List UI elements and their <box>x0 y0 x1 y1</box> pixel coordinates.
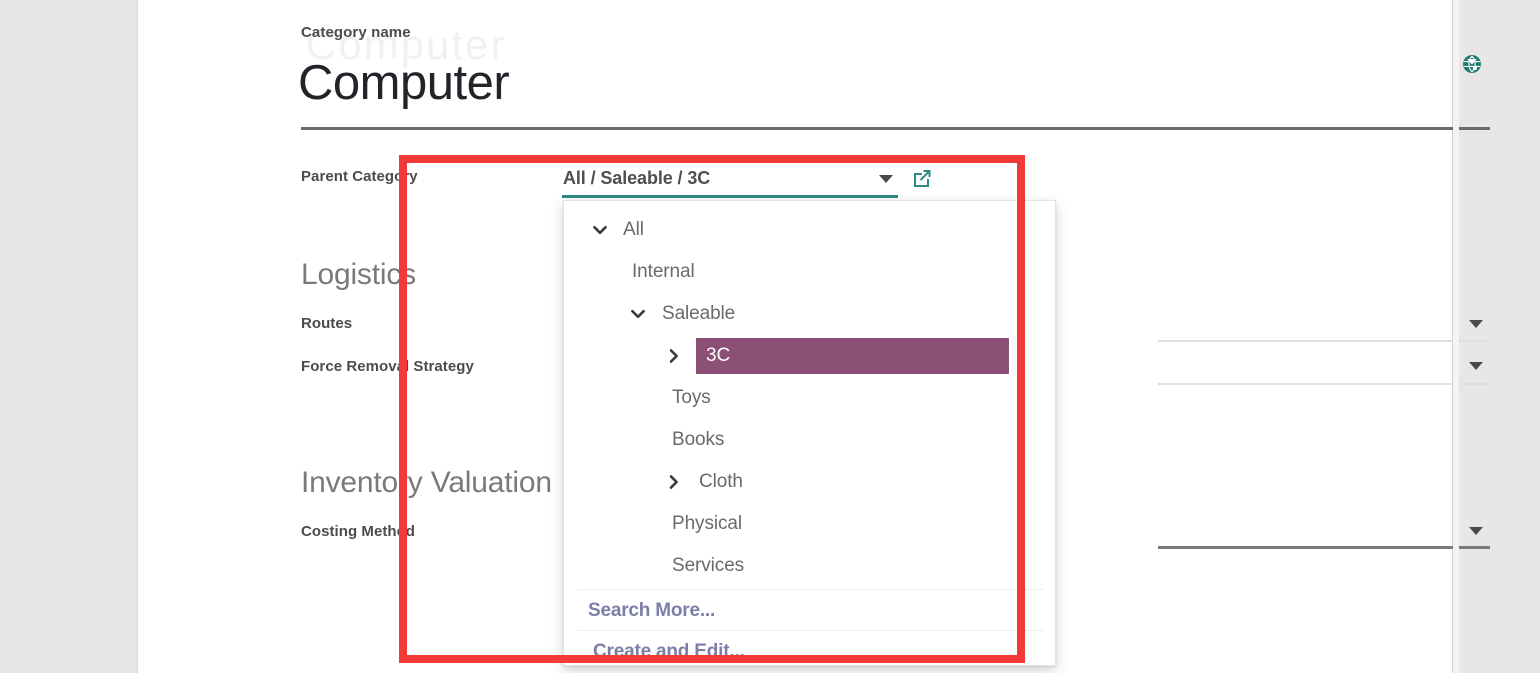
routes-label: Routes <box>301 315 353 332</box>
chevron-down-icon[interactable] <box>1469 527 1483 535</box>
dropdown-item-label: Internal <box>632 261 695 282</box>
chevron-down-icon[interactable] <box>628 304 648 324</box>
dropdown-item-books[interactable]: Books <box>564 419 1055 461</box>
category-name-input[interactable]: Computer <box>298 56 510 110</box>
dropdown-item-all[interactable]: All <box>564 209 1055 251</box>
chevron-down-icon[interactable] <box>590 220 610 240</box>
chevron-down-icon[interactable] <box>1469 320 1483 328</box>
parent-category-dropdown[interactable]: All Internal Saleable 3C <box>563 200 1056 666</box>
dropdown-item-internal[interactable]: Internal <box>564 251 1055 293</box>
title-underline <box>301 127 1490 130</box>
sheet-right-gutter <box>1453 0 1459 673</box>
dropdown-item-label: Saleable <box>662 303 736 324</box>
dropdown-item-cloth[interactable]: Cloth <box>564 461 1055 503</box>
dropdown-item-toys[interactable]: Toys <box>564 377 1055 419</box>
chevron-right-icon[interactable] <box>664 472 684 492</box>
force-removal-strategy-input[interactable] <box>1158 383 1490 385</box>
parent-category-label: Parent Category <box>301 168 418 185</box>
globe-icon[interactable] <box>1462 54 1482 74</box>
dropdown-item-saleable[interactable]: Saleable <box>564 293 1055 335</box>
chevron-right-icon[interactable] <box>664 346 684 366</box>
costing-method-label: Costing Method <box>301 523 416 540</box>
dropdown-item-label: All <box>623 219 644 240</box>
dropdown-item-physical[interactable]: Physical <box>564 503 1055 545</box>
section-title-logistics: Logistics <box>301 258 416 291</box>
dropdown-action-label: Search More... <box>588 600 716 621</box>
dropdown-item-label: 3C <box>696 338 1009 374</box>
category-name-label: Category name <box>301 24 411 41</box>
costing-method-input[interactable] <box>1158 546 1490 549</box>
dropdown-item-services[interactable]: Services <box>564 545 1055 587</box>
dropdown-divider <box>578 630 1043 631</box>
chevron-down-icon[interactable] <box>879 175 893 183</box>
external-link-icon[interactable] <box>910 166 934 190</box>
chevron-down-icon[interactable] <box>1469 362 1483 370</box>
routes-input[interactable] <box>1158 340 1490 342</box>
dropdown-item-label: Cloth <box>699 471 743 492</box>
force-removal-strategy-label: Force Removal Strategy <box>301 358 474 375</box>
dropdown-action-search-more[interactable]: Search More... <box>564 590 1055 632</box>
dropdown-action-create-and-edit[interactable]: Create and Edit... <box>564 631 1055 665</box>
dropdown-divider <box>578 589 1043 590</box>
dropdown-item-label: Physical <box>672 513 742 534</box>
dropdown-item-label: Books <box>672 429 725 450</box>
form-sheet: Computer Category name Computer Parent C… <box>137 0 1490 673</box>
dropdown-item-label: Toys <box>672 387 711 408</box>
parent-category-input[interactable]: All / Saleable / 3C <box>562 166 898 198</box>
parent-category-value: All / Saleable / 3C <box>563 168 711 188</box>
dropdown-item-3c[interactable]: 3C <box>564 335 1055 377</box>
section-title-inventory-valuation: Inventory Valuation <box>301 466 552 499</box>
dropdown-item-label: Services <box>672 555 745 576</box>
dropdown-action-label: Create and Edit... <box>593 641 745 662</box>
